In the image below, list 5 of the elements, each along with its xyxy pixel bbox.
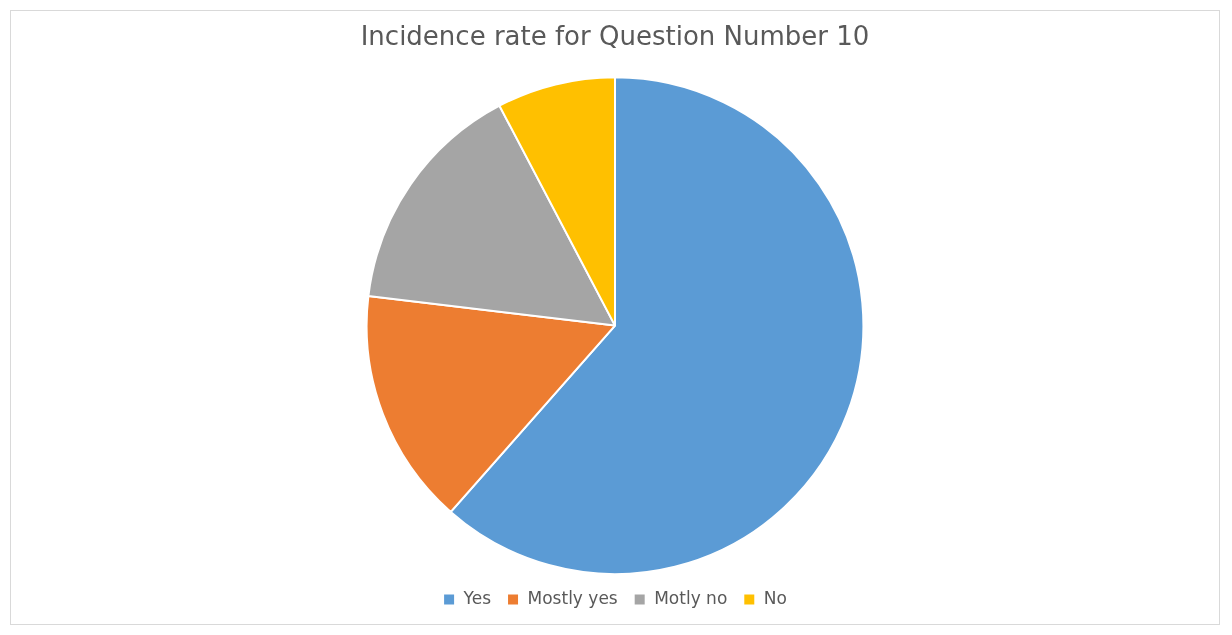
chart-title: Incidence rate for Question Number 10 — [360, 21, 870, 52]
legend-label: Yes — [462, 587, 492, 608]
legend-label: Motly no — [654, 587, 728, 608]
legend-label: No — [763, 587, 787, 608]
legend-label: Mostly yes — [527, 587, 618, 608]
